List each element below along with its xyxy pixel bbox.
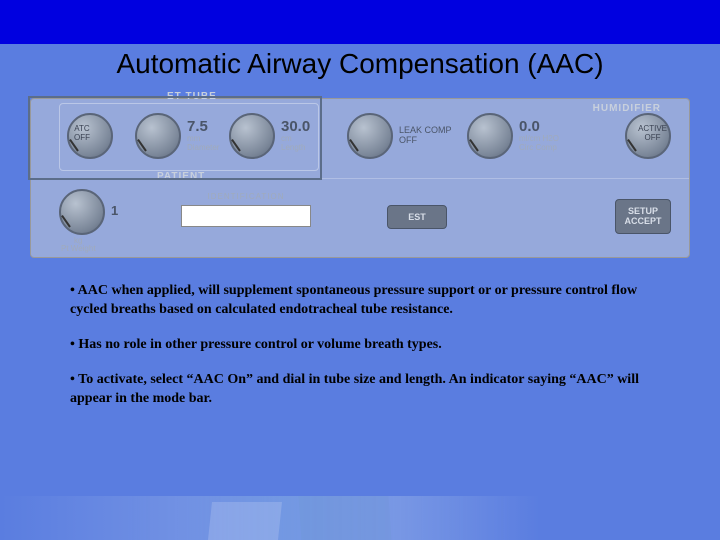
- device-panel: ET TUBE HUMIDIFIER ATC OFF 7.5 mm: [30, 98, 690, 258]
- slide-body: Automatic Airway Compensation (AAC) ET T…: [0, 44, 720, 540]
- ptweight-dial-icon: [59, 189, 105, 235]
- identification-label: IDENTIFICATION: [181, 193, 311, 202]
- et-tube-section-label: ET TUBE: [161, 91, 223, 102]
- length-value: 30.0: [281, 119, 310, 136]
- length-dial-icon: [229, 113, 275, 159]
- ptweight-control[interactable]: 1: [59, 189, 118, 235]
- footer-decoration: [0, 496, 720, 540]
- ptweight-label-block: kg Pt Weight: [61, 237, 96, 255]
- atc-label: ATC OFF: [74, 125, 90, 143]
- setup-accept-button[interactable]: SETUP ACCEPT: [615, 199, 671, 235]
- diameter-control[interactable]: 7.5 mm Diameter: [135, 113, 219, 159]
- bullet-3: • To activate, select “AAC On” and dial …: [70, 371, 640, 409]
- bullet-list: • AAC when applied, will supplement spon…: [30, 282, 690, 408]
- slide-title: Automatic Airway Compensation (AAC): [30, 44, 690, 80]
- device-panel-wrap: ET TUBE HUMIDIFIER ATC OFF 7.5 mm: [30, 98, 690, 258]
- identification-input[interactable]: [181, 205, 311, 227]
- est-button[interactable]: EST: [387, 205, 447, 230]
- circcomp-value: 0.0: [519, 119, 540, 136]
- panel-row-top: ET TUBE HUMIDIFIER ATC OFF 7.5 mm: [31, 99, 689, 179]
- length-control[interactable]: 30.0 cm Length: [229, 113, 310, 159]
- circcomp-dial-icon: [467, 113, 513, 159]
- header-bar: [0, 0, 720, 44]
- leakcomp-dial-icon: [347, 113, 393, 159]
- bullet-2: • Has no role in other pressure control …: [70, 336, 640, 355]
- bullet-1: • AAC when applied, will supplement spon…: [70, 282, 640, 320]
- patient-section-label: PATIENT: [151, 171, 211, 182]
- diameter-dial-icon: [135, 113, 181, 159]
- leakcomp-control[interactable]: LEAK COMP OFF: [347, 113, 452, 159]
- circcomp-control[interactable]: 0.0 ml/cm H2O Circ Comp: [467, 113, 559, 159]
- ptweight-value: 1: [111, 204, 118, 218]
- active-label: ACTIVE OFF: [638, 125, 667, 143]
- panel-row-bottom: PATIENT 1 kg Pt Weight IDENTIFICATION: [31, 179, 689, 258]
- identification-block: IDENTIFICATION: [181, 193, 311, 228]
- diameter-value: 7.5: [187, 119, 208, 136]
